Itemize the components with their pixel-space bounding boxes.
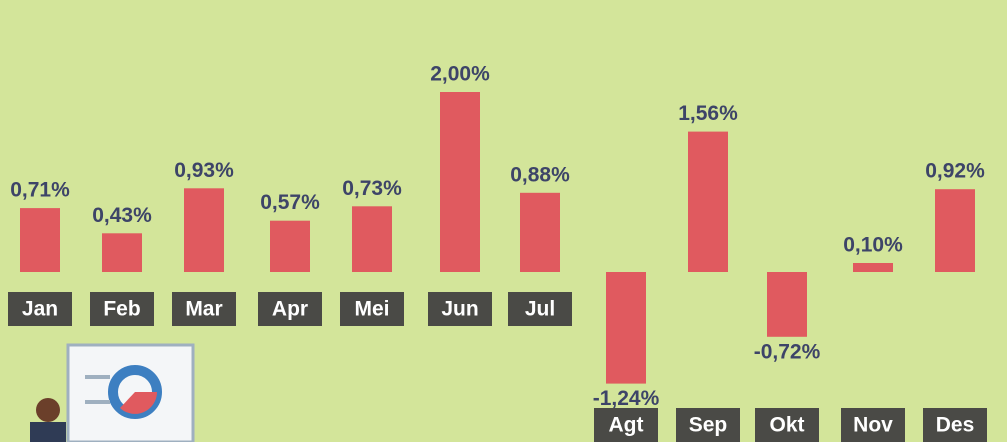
bar (352, 206, 392, 272)
month-label: Jul (525, 298, 555, 321)
month-label: Agt (609, 414, 644, 437)
bar (935, 189, 975, 272)
month-label: Mar (185, 298, 222, 321)
month-label: Sep (689, 414, 728, 437)
bar (767, 272, 807, 337)
month-label: Jun (441, 298, 478, 321)
value-label: 0,57% (260, 191, 320, 214)
value-label: 0,93% (174, 159, 234, 182)
bar (606, 272, 646, 384)
value-label: 1,56% (678, 102, 738, 125)
bar (270, 221, 310, 272)
month-label: Feb (103, 298, 140, 321)
month-label: Jan (22, 298, 58, 321)
bar (20, 208, 60, 272)
value-label: -1,24% (593, 387, 660, 410)
value-label: 0,73% (342, 177, 402, 200)
bar (102, 233, 142, 272)
bar (440, 92, 480, 272)
month-label: Mei (354, 298, 389, 321)
month-label: Okt (769, 414, 804, 437)
bar (184, 188, 224, 272)
bar (853, 263, 893, 272)
value-label: 0,71% (10, 179, 70, 202)
value-label: 0,10% (843, 234, 903, 257)
month-label: Des (936, 414, 975, 437)
bar (688, 132, 728, 272)
value-label: 0,88% (510, 163, 570, 186)
month-label: Nov (853, 414, 893, 437)
value-label: 2,00% (430, 63, 490, 86)
illustration (30, 345, 193, 442)
bar (520, 193, 560, 272)
value-label: -0,72% (754, 340, 821, 363)
page: {"chart_data": {"type": "bar", "categori… (0, 0, 1007, 442)
chart: 0,71% Jan 0,43% Feb 0,93% Mar 0,57% Apr 0,73% Mei… (0, 0, 1007, 442)
value-label: 0,92% (925, 160, 985, 183)
month-label: Apr (272, 298, 308, 321)
value-label: 0,43% (92, 204, 152, 227)
